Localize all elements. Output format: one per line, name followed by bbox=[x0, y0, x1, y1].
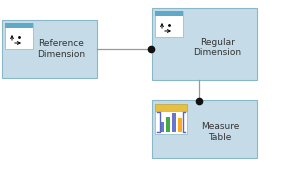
Text: Measure
Table: Measure Table bbox=[201, 122, 239, 142]
FancyBboxPatch shape bbox=[172, 113, 176, 132]
FancyBboxPatch shape bbox=[160, 122, 164, 132]
FancyBboxPatch shape bbox=[2, 20, 97, 78]
FancyBboxPatch shape bbox=[155, 11, 183, 16]
FancyBboxPatch shape bbox=[5, 23, 33, 28]
FancyBboxPatch shape bbox=[155, 11, 183, 37]
Text: Regular
Dimension: Regular Dimension bbox=[193, 38, 241, 57]
FancyBboxPatch shape bbox=[166, 117, 170, 132]
FancyBboxPatch shape bbox=[178, 118, 182, 132]
FancyBboxPatch shape bbox=[152, 100, 257, 158]
FancyBboxPatch shape bbox=[155, 104, 187, 111]
FancyBboxPatch shape bbox=[152, 8, 257, 80]
FancyBboxPatch shape bbox=[155, 104, 187, 134]
Text: Reference
Dimension: Reference Dimension bbox=[37, 39, 85, 59]
FancyBboxPatch shape bbox=[5, 23, 33, 49]
